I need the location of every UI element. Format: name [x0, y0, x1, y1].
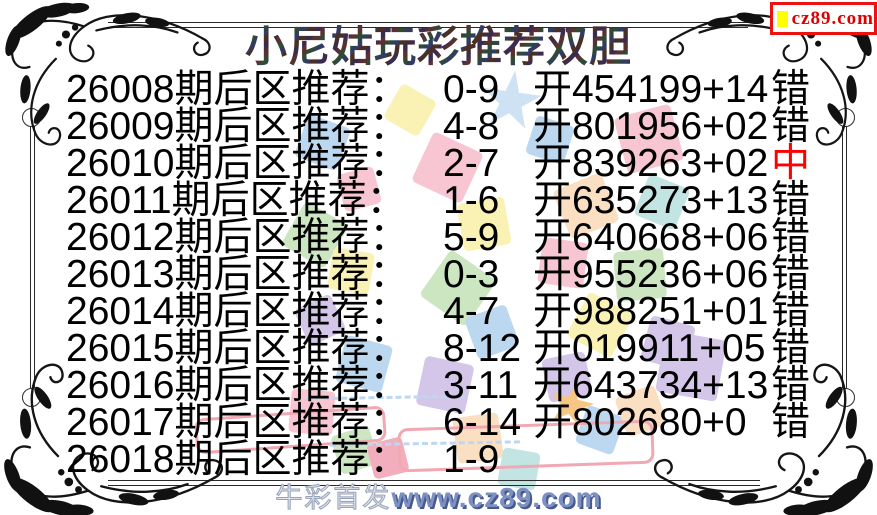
border-curl — [22, 388, 41, 407]
prediction-row: 26013期后区推荐： 0-3 开955236+06 错 — [66, 253, 811, 296]
row-draw-result — [533, 441, 771, 478]
row-draw-result: 开839263+02 — [533, 142, 769, 185]
row-period-label: 26009期后区推荐： — [66, 105, 409, 148]
prediction-row: 26017期后区推荐： 6-14 开802680+0 错 — [66, 401, 811, 444]
row-recommendation: 4-8 — [443, 105, 500, 148]
row-period-label: 26010期后区推荐： — [66, 142, 409, 185]
row-recommendation: 5-9 — [443, 216, 500, 259]
row-period-label: 26014期后区推荐： — [66, 290, 409, 333]
row-period-label: 26013期后区推荐： — [66, 253, 409, 296]
page-title: 小尼姑玩彩推荐双胆 — [0, 25, 877, 69]
footer-prefix: 牛彩首发 — [275, 483, 392, 514]
row-draw-result: 开640668+06 — [533, 216, 769, 259]
border-curl — [836, 108, 855, 127]
row-period-label: 26008期后区推荐： — [66, 68, 409, 111]
row-verdict: 错 — [771, 179, 811, 222]
row-recommendation: 8-12 — [443, 327, 522, 370]
row-draw-result: 开643734+13 — [533, 364, 769, 407]
row-draw-result: 开635273+13 — [533, 179, 769, 222]
row-verdict: 错 — [771, 216, 811, 259]
row-period-label: 26011期后区推荐： — [66, 179, 406, 222]
badge-site-text: cz89.com — [791, 8, 874, 29]
row-draw-result: 开801956+02 — [533, 105, 769, 148]
row-verdict: 错 — [771, 327, 811, 370]
row-period-label: 26017期后区推荐： — [66, 401, 409, 444]
row-period-label: 26012期后区推荐： — [66, 216, 409, 259]
row-verdict: 错 — [771, 253, 811, 296]
row-recommendation: 0-9 — [443, 68, 500, 111]
prediction-row: 26012期后区推荐： 5-9 开640668+06 错 — [66, 216, 811, 259]
cz89-badge[interactable]: cz89.com — [770, 2, 877, 35]
row-period-label: 26015期后区推荐： — [66, 327, 409, 370]
row-draw-result: 开454199+14 — [533, 68, 769, 111]
row-verdict: 错 — [771, 364, 811, 407]
row-recommendation: 3-11 — [443, 364, 519, 407]
yellow-square-icon — [777, 10, 788, 27]
row-recommendation: 2-7 — [443, 142, 500, 185]
row-verdict: 错 — [771, 68, 811, 111]
row-recommendation: 0-3 — [443, 253, 500, 296]
row-draw-result: 开988251+01 — [533, 290, 769, 333]
row-draw-result: 开955236+06 — [533, 253, 769, 296]
prediction-row: 26018期后区推荐： 1-9 — [66, 438, 810, 481]
row-recommendation: 1-9 — [443, 438, 500, 481]
row-recommendation: 6-14 — [443, 401, 522, 444]
prediction-row: 26015期后区推荐： 8-12 开019911+05 错 — [66, 327, 811, 370]
row-verdict: 错 — [771, 290, 811, 333]
row-draw-result: 开802680+0 — [533, 401, 747, 444]
prediction-row: 26016期后区推荐： 3-11 开643734+13 错 — [66, 364, 811, 407]
row-period-label: 26018期后区推荐： — [66, 438, 409, 481]
row-verdict: 中 — [771, 142, 811, 185]
footer-watermark: 牛彩首发www.cz89.com — [0, 483, 877, 515]
row-verdict: 错 — [771, 105, 811, 148]
row-verdict: 错 — [771, 401, 811, 444]
border-curl — [836, 388, 855, 407]
prediction-row: 26008期后区推荐： 0-9 开454199+14 错 — [66, 68, 811, 111]
border-curl — [22, 108, 41, 127]
footer-site: www.cz89.com — [391, 482, 602, 513]
prediction-row: 26009期后区推荐： 4-8 开801956+02 错 — [66, 105, 811, 148]
row-draw-result: 开019911+05 — [533, 327, 766, 370]
prediction-row: 26014期后区推荐： 4-7 开988251+01 错 — [66, 290, 811, 333]
row-period-label: 26016期后区推荐： — [66, 364, 409, 407]
border-rule-right — [842, 126, 847, 388]
row-recommendation: 1-6 — [443, 179, 500, 222]
row-recommendation: 4-7 — [443, 290, 500, 333]
border-rule-left — [30, 126, 35, 388]
prediction-row: 26010期后区推荐： 2-7 开839263+02 中 — [66, 142, 811, 185]
prediction-row: 26011期后区推荐： 1-6 开635273+13 错 — [66, 179, 811, 222]
rows: 26008期后区推荐： 0-9 开454199+14 错 26009期后区推荐：… — [66, 68, 811, 481]
